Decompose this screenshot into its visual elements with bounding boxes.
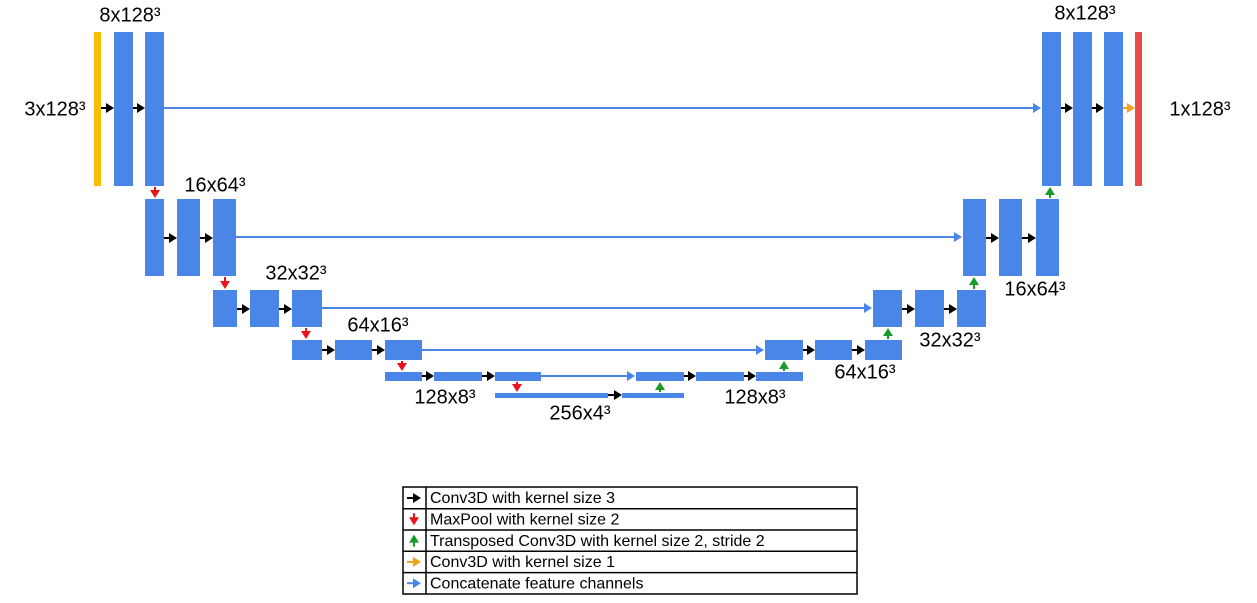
block [622, 393, 684, 398]
arrow-head [512, 384, 522, 392]
label: 3x128³ [24, 98, 85, 120]
arrow-head [1065, 103, 1073, 113]
arrow-head [1028, 233, 1036, 243]
legend-label: Transposed Conv3D with kernel size 2, st… [430, 533, 765, 550]
arrow-head [413, 578, 421, 589]
arrow-head [969, 277, 979, 285]
arrow-head [779, 361, 789, 369]
arrow-head [409, 517, 419, 526]
arrow-head [857, 345, 865, 355]
label: 128x8³ [414, 386, 475, 408]
label: 16x64³ [1004, 278, 1065, 300]
arrow-head [137, 103, 145, 113]
arrow-head [1033, 103, 1041, 113]
block [292, 340, 322, 360]
block [1104, 32, 1123, 186]
legend-label: Conv3D with kernel size 3 [430, 490, 615, 507]
block [335, 340, 372, 360]
label: 64x16³ [834, 361, 895, 383]
label: 1x128³ [1169, 98, 1230, 120]
block [873, 290, 902, 327]
arrow-head [409, 534, 419, 543]
arrow-head [1127, 103, 1135, 113]
block [385, 340, 422, 360]
label: 256x4³ [549, 402, 610, 424]
block [145, 32, 164, 186]
block [250, 290, 279, 327]
block [385, 372, 422, 381]
block [1042, 32, 1061, 186]
block [145, 199, 164, 276]
arrow-head [655, 382, 665, 390]
block [213, 290, 237, 327]
arrow-head [413, 556, 421, 567]
block [495, 393, 608, 398]
arrow-head [205, 233, 213, 243]
label: 128x8³ [724, 386, 785, 408]
block [177, 199, 200, 276]
block [434, 372, 482, 381]
legend-box [402, 486, 858, 595]
arrow-head [883, 328, 893, 336]
arrow-head [864, 303, 872, 313]
arrow-head [756, 345, 764, 355]
block [213, 199, 236, 276]
block [1036, 199, 1059, 276]
label: 8x128³ [1054, 2, 1115, 24]
arrow-head [1045, 187, 1055, 195]
block [696, 372, 744, 381]
block [114, 32, 133, 186]
arrow-head [748, 371, 756, 381]
arrow-head [907, 304, 915, 314]
arrow-head [377, 345, 385, 355]
block [957, 290, 986, 327]
block [756, 372, 803, 381]
arrow-head [284, 304, 292, 314]
arrow-head [614, 390, 622, 400]
arrow-head [397, 363, 407, 371]
arrow-head [949, 304, 957, 314]
arrow-head [487, 371, 495, 381]
arrow-head [954, 232, 962, 242]
arrow-head [150, 190, 160, 198]
arrow-head [106, 103, 114, 113]
block [1073, 32, 1092, 186]
legend-label: Conv3D with kernel size 1 [430, 554, 615, 571]
arrow-head [807, 345, 815, 355]
arrow-head [220, 281, 230, 289]
legend-label: Concatenate feature channels [430, 575, 643, 592]
arrow-head [688, 371, 696, 381]
arrow-head [627, 371, 635, 381]
arrow-head [413, 493, 421, 503]
block [495, 372, 541, 381]
arrow-head [426, 371, 434, 381]
arrow-head [242, 304, 250, 314]
label: 32x32³ [919, 329, 980, 351]
block [292, 290, 322, 327]
arrow-head [991, 233, 999, 243]
block [815, 340, 852, 360]
arrow-head [301, 331, 311, 339]
block [963, 199, 986, 276]
legend-label: MaxPool with kernel size 2 [430, 512, 620, 529]
block [765, 340, 803, 360]
block [1135, 32, 1142, 186]
block [636, 372, 684, 381]
block [915, 290, 944, 327]
block [999, 199, 1022, 276]
label: 16x64³ [184, 174, 245, 196]
label: 32x32³ [265, 262, 326, 284]
label: 8x128³ [99, 4, 160, 26]
arrow-head [327, 345, 335, 355]
block [94, 32, 101, 186]
label: 64x16³ [347, 314, 408, 336]
block [865, 340, 902, 360]
arrow-head [1096, 103, 1104, 113]
arrow-head [169, 233, 177, 243]
